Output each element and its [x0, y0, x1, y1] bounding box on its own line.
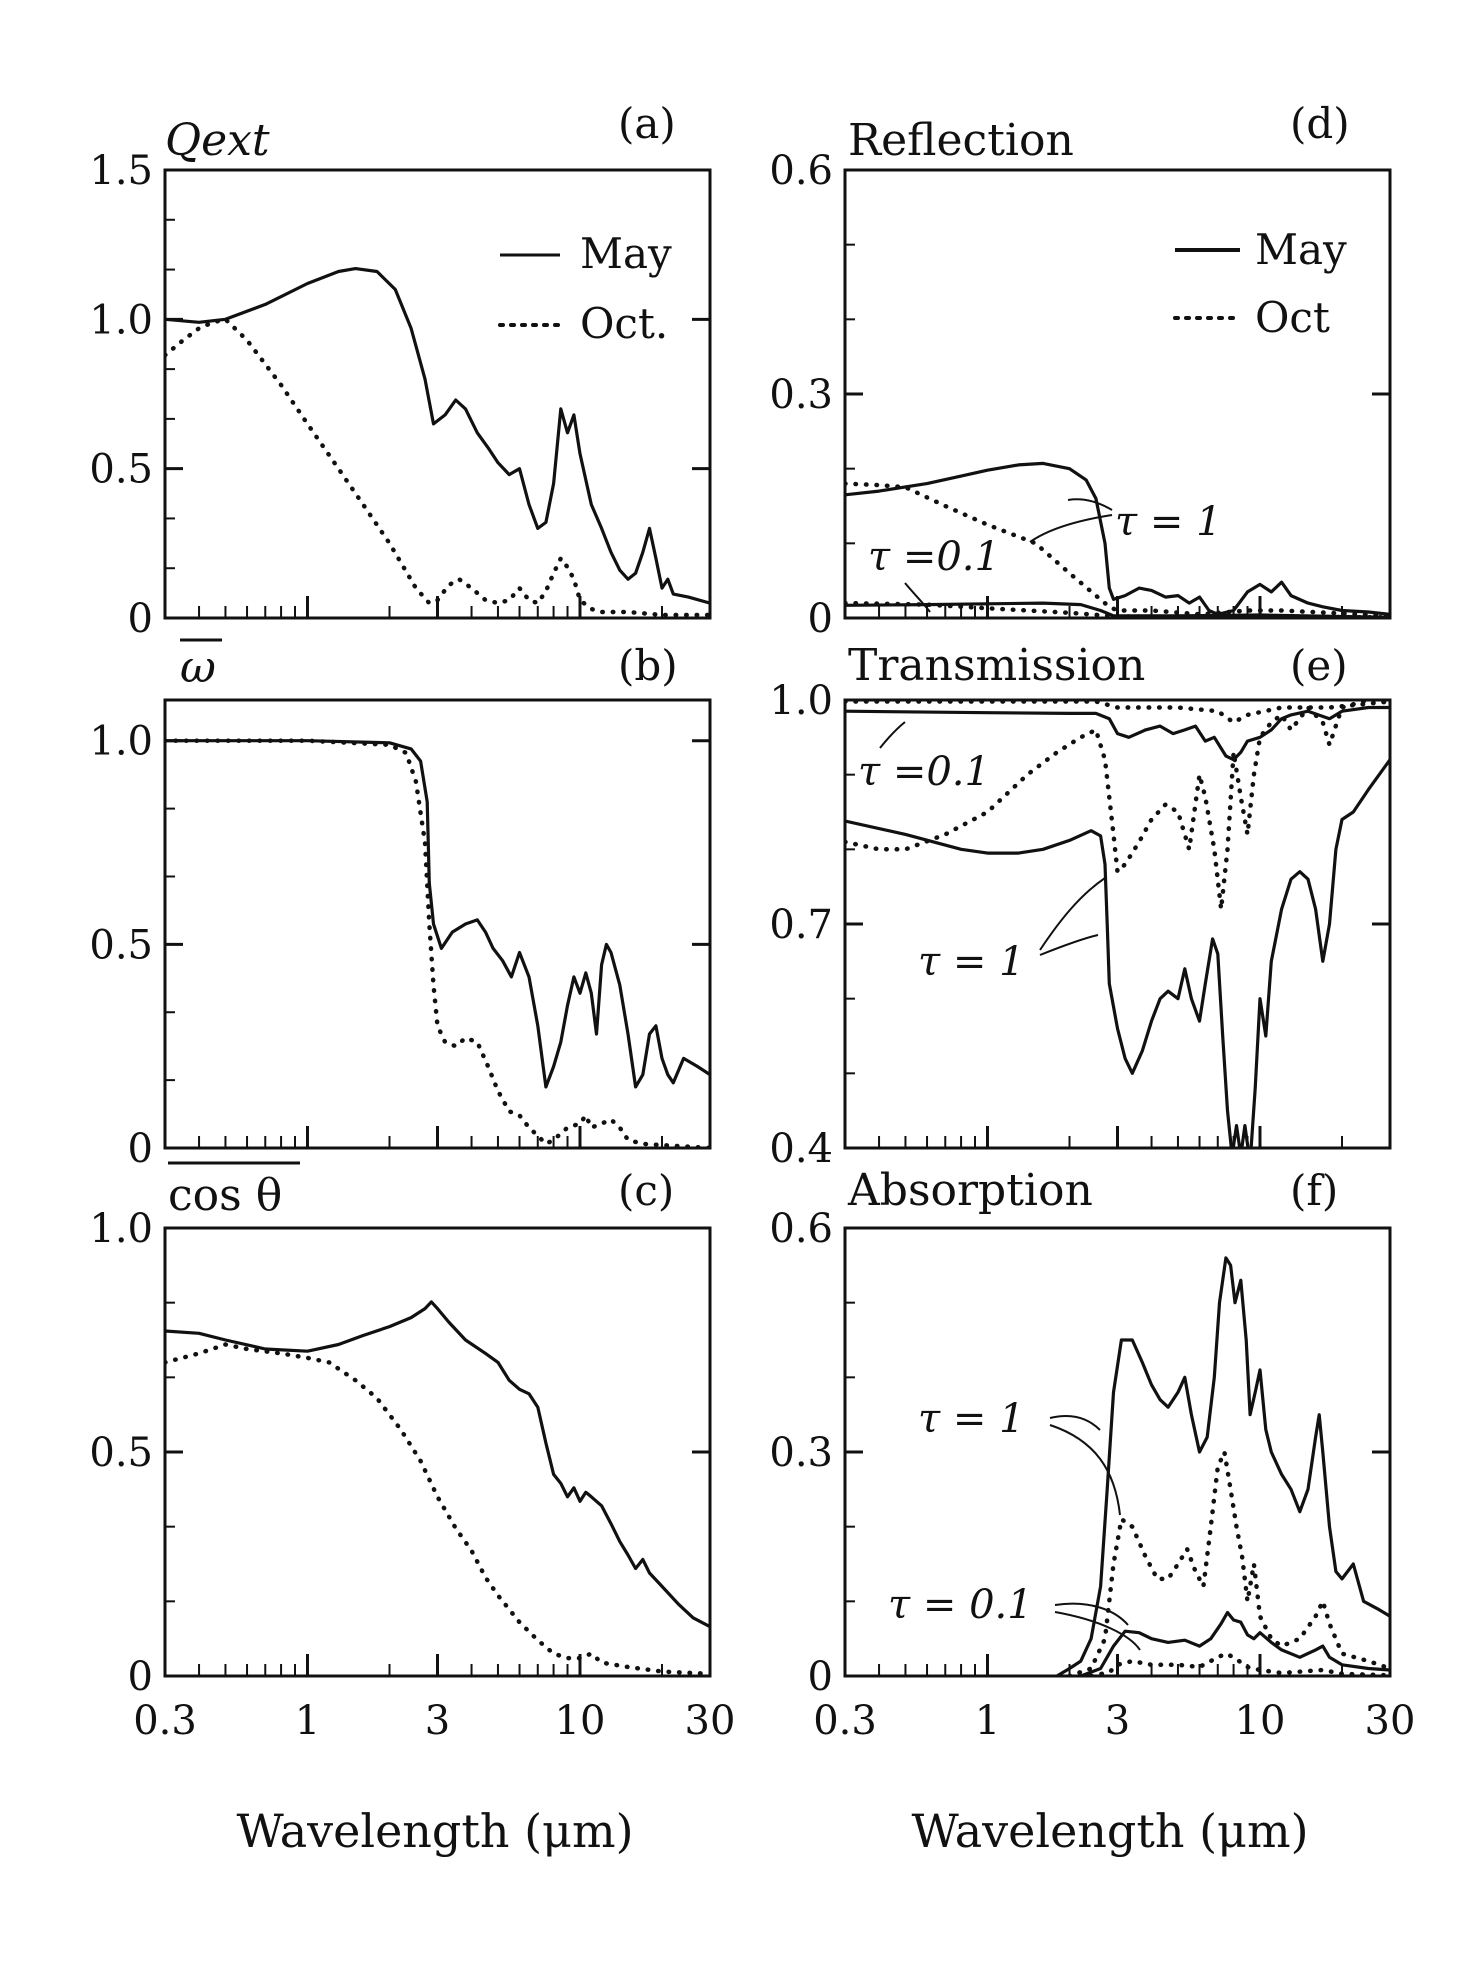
panel-e-arrow-tau1-b	[1039, 934, 1099, 956]
panel-f-arrow-tau1-b	[1049, 1424, 1121, 1516]
panel-a-legend-may: May	[580, 229, 672, 278]
panel-b-series-may	[165, 739, 710, 1089]
panel-c-xtick-label: 1	[295, 1698, 320, 1744]
panel-d-letter: (d)	[1290, 99, 1350, 148]
panel-d-arrow-tau01	[904, 582, 931, 613]
panel-a-ytick-label: 0.5	[89, 447, 153, 493]
panel-e-series-may-tau1	[845, 758, 1390, 1148]
panel-f-ytick-label: 0	[808, 1654, 833, 1700]
panel-d-legend-oct: Oct	[1255, 293, 1330, 342]
panel-b-ytick-label: 0.5	[89, 922, 153, 968]
panel-a: Qext (a) May Oct. 0 0.5 1.0 1.5	[89, 99, 712, 642]
panel-d-series-may-tau01	[845, 601, 1390, 618]
panel-f-xtick-label: 10	[1235, 1698, 1286, 1744]
panel-a-letter: (a)	[618, 99, 676, 148]
panel-a-ytick-label: 1.0	[89, 297, 153, 343]
panel-c-title: cos θ	[168, 1170, 282, 1221]
panel-a-series-oct	[165, 317, 710, 618]
panel-f-series-may-tau01	[1080, 1610, 1390, 1676]
panel-c-series-oct	[165, 1342, 710, 1676]
panel-a-legend-oct: Oct.	[580, 299, 668, 348]
panel-f-xtick-label: 1	[975, 1698, 1000, 1744]
panel-b-frame	[163, 698, 712, 1150]
panel-d-ytick-label: 0.3	[769, 372, 833, 418]
panel-d-series-may-tau1	[845, 461, 1390, 616]
panel-f-arrow-tau01-a	[1054, 1602, 1129, 1626]
panel-f: Absorption (f) τ = 1 τ = 0.1 00.30.60.3 1…	[769, 1165, 1415, 1744]
panel-b-letter: (b)	[618, 641, 678, 690]
panel-f-annot-tau01: τ = 0.1	[888, 1582, 1033, 1628]
panel-e-series-may-tau01	[845, 705, 1390, 762]
x-axis-label-right: Wavelength (μm)	[911, 1804, 1308, 1858]
panel-c-ytick-label: 1.0	[89, 1206, 153, 1252]
panel-f-series-oct-tau1	[1067, 1449, 1390, 1676]
panel-e-series-oct-tau01	[845, 700, 1390, 725]
panel-f-series-may-tau1	[1056, 1256, 1390, 1676]
panel-f-ytick-label: 0.3	[769, 1430, 833, 1476]
panel-f-arrow-tau1-a	[1049, 1414, 1101, 1431]
panel-e-ytick-label: 0.4	[769, 1126, 833, 1172]
panel-e: Transmission (e) τ =0.1 τ = 1 0.4 0.7 1.0	[769, 640, 1392, 1172]
panel-a-series-may	[165, 267, 710, 605]
panel-f-series-oct-tau01	[1088, 1651, 1390, 1676]
panel-c-letter: (c)	[618, 1166, 674, 1215]
panel-c-xtick-label: 10	[555, 1698, 606, 1744]
panel-e-arrow-tau01	[879, 721, 906, 749]
panel-f-xtick-label: 0.3	[813, 1698, 877, 1744]
panel-e-ytick-label: 1.0	[769, 678, 833, 724]
panel-d-annot-tau1: τ = 1	[1115, 499, 1222, 545]
panel-c-xtick-label: 3	[425, 1698, 450, 1744]
panel-c-series-may	[165, 1300, 710, 1629]
panel-e-annot-tau01: τ =0.1	[858, 749, 990, 795]
panel-d-arrow-tau1-b	[1029, 514, 1113, 543]
panel-f-xtick-label: 3	[1105, 1698, 1130, 1744]
panel-e-letter: (e)	[1290, 641, 1348, 690]
panel-b-series-oct	[165, 738, 710, 1148]
panel-e-series-oct-tau1	[845, 700, 1390, 912]
panel-f-annot-tau1: τ = 1	[918, 1396, 1025, 1442]
panel-d-ytick-label: 0.6	[769, 148, 833, 194]
panel-b: ω (b) 0 0.5 1.0	[89, 638, 712, 1172]
panel-f-title: Absorption	[847, 1165, 1093, 1216]
panel-d-title: Reflection	[848, 115, 1074, 166]
panel-a-ytick-label: 1.5	[89, 148, 153, 194]
x-axis-label-left: Wavelength (μm)	[236, 1804, 633, 1858]
panel-e-arrow-tau1-a	[1039, 877, 1106, 951]
panel-f-ytick-label: 0.6	[769, 1206, 833, 1252]
panel-d-annot-tau01: τ =0.1	[868, 534, 1000, 580]
panel-f-arrow-tau01-b	[1054, 1611, 1141, 1651]
panel-a-ytick-label: 0	[128, 596, 153, 642]
panel-f-letter: (f)	[1290, 1166, 1338, 1215]
panel-f-xtick-label: 30	[1365, 1698, 1416, 1744]
panel-d-arrow-tau1-a	[1067, 498, 1113, 511]
panel-d: Reflection (d) May Oct τ = 1 τ =0.1 0 0.3…	[769, 99, 1392, 642]
panel-d-ytick-label: 0	[808, 596, 833, 642]
panel-c-frame	[163, 1226, 712, 1678]
panel-e-ytick-label: 0.7	[769, 902, 833, 948]
panel-c-xtick-label: 0.3	[133, 1698, 197, 1744]
panel-e-annot-tau1: τ = 1	[918, 939, 1025, 985]
panel-c-ytick-label: 0	[128, 1654, 153, 1700]
panel-d-legend-may: May	[1255, 225, 1347, 274]
panel-c-ytick-label: 0.5	[89, 1430, 153, 1476]
panel-b-ytick-label: 0	[128, 1126, 153, 1172]
panel-b-ytick-label: 1.0	[89, 719, 153, 765]
panel-c-xtick-label: 30	[685, 1698, 736, 1744]
panel-a-title: Qext	[165, 115, 270, 166]
panel-c: cos θ (c) 0 0.5 1.0 0.3 1 3 10 30	[89, 1161, 736, 1744]
panel-e-title: Transmission	[848, 640, 1145, 691]
panel-d-series-oct-tau1	[845, 481, 1390, 618]
panel-b-title: ω	[180, 642, 216, 693]
